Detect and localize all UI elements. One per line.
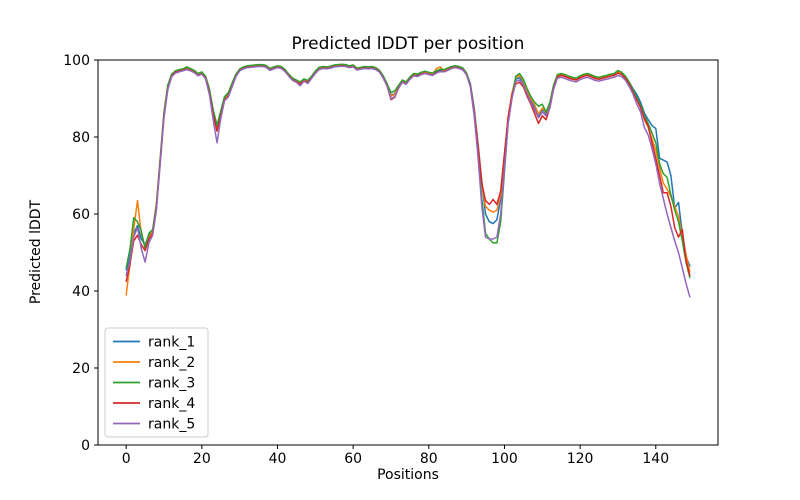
series-line-rank_4: [125, 65, 691, 283]
series-line-rank_3: [125, 63, 691, 279]
legend-box: [104, 327, 209, 438]
legend-label-rank_2: rank_2: [148, 355, 195, 371]
chart-title: Predicted lDDT per position: [291, 34, 525, 54]
legend-label-rank_5: rank_5: [148, 417, 195, 433]
y-axis-label: Predicted lDDT: [28, 199, 44, 305]
x-tick-label-140: 140: [642, 451, 669, 467]
x-tick-label-0: 0: [122, 451, 131, 467]
x-tick-label-60: 60: [344, 451, 362, 467]
plot-frame: [97, 59, 719, 446]
y-tick-label-60: 60: [72, 207, 90, 223]
x-tick-label-120: 120: [567, 451, 594, 467]
legend-label-rank_4: rank_4: [148, 396, 195, 412]
y-tick-label-40: 40: [72, 284, 90, 300]
y-tick-label-20: 20: [72, 361, 90, 377]
x-axis-label: Positions: [377, 467, 439, 483]
legend-label-rank_3: rank_3: [148, 376, 195, 392]
y-tick-label-0: 0: [81, 438, 90, 454]
series-line-rank_5: [125, 65, 691, 298]
x-tick-label-100: 100: [491, 451, 518, 467]
x-tick-label-20: 20: [193, 451, 211, 467]
legend-label-rank_1: rank_1: [148, 335, 195, 351]
y-tick-label-100: 100: [63, 53, 90, 69]
x-tick-label-80: 80: [420, 451, 438, 467]
x-tick-label-40: 40: [269, 451, 287, 467]
y-tick-label-80: 80: [72, 130, 90, 146]
